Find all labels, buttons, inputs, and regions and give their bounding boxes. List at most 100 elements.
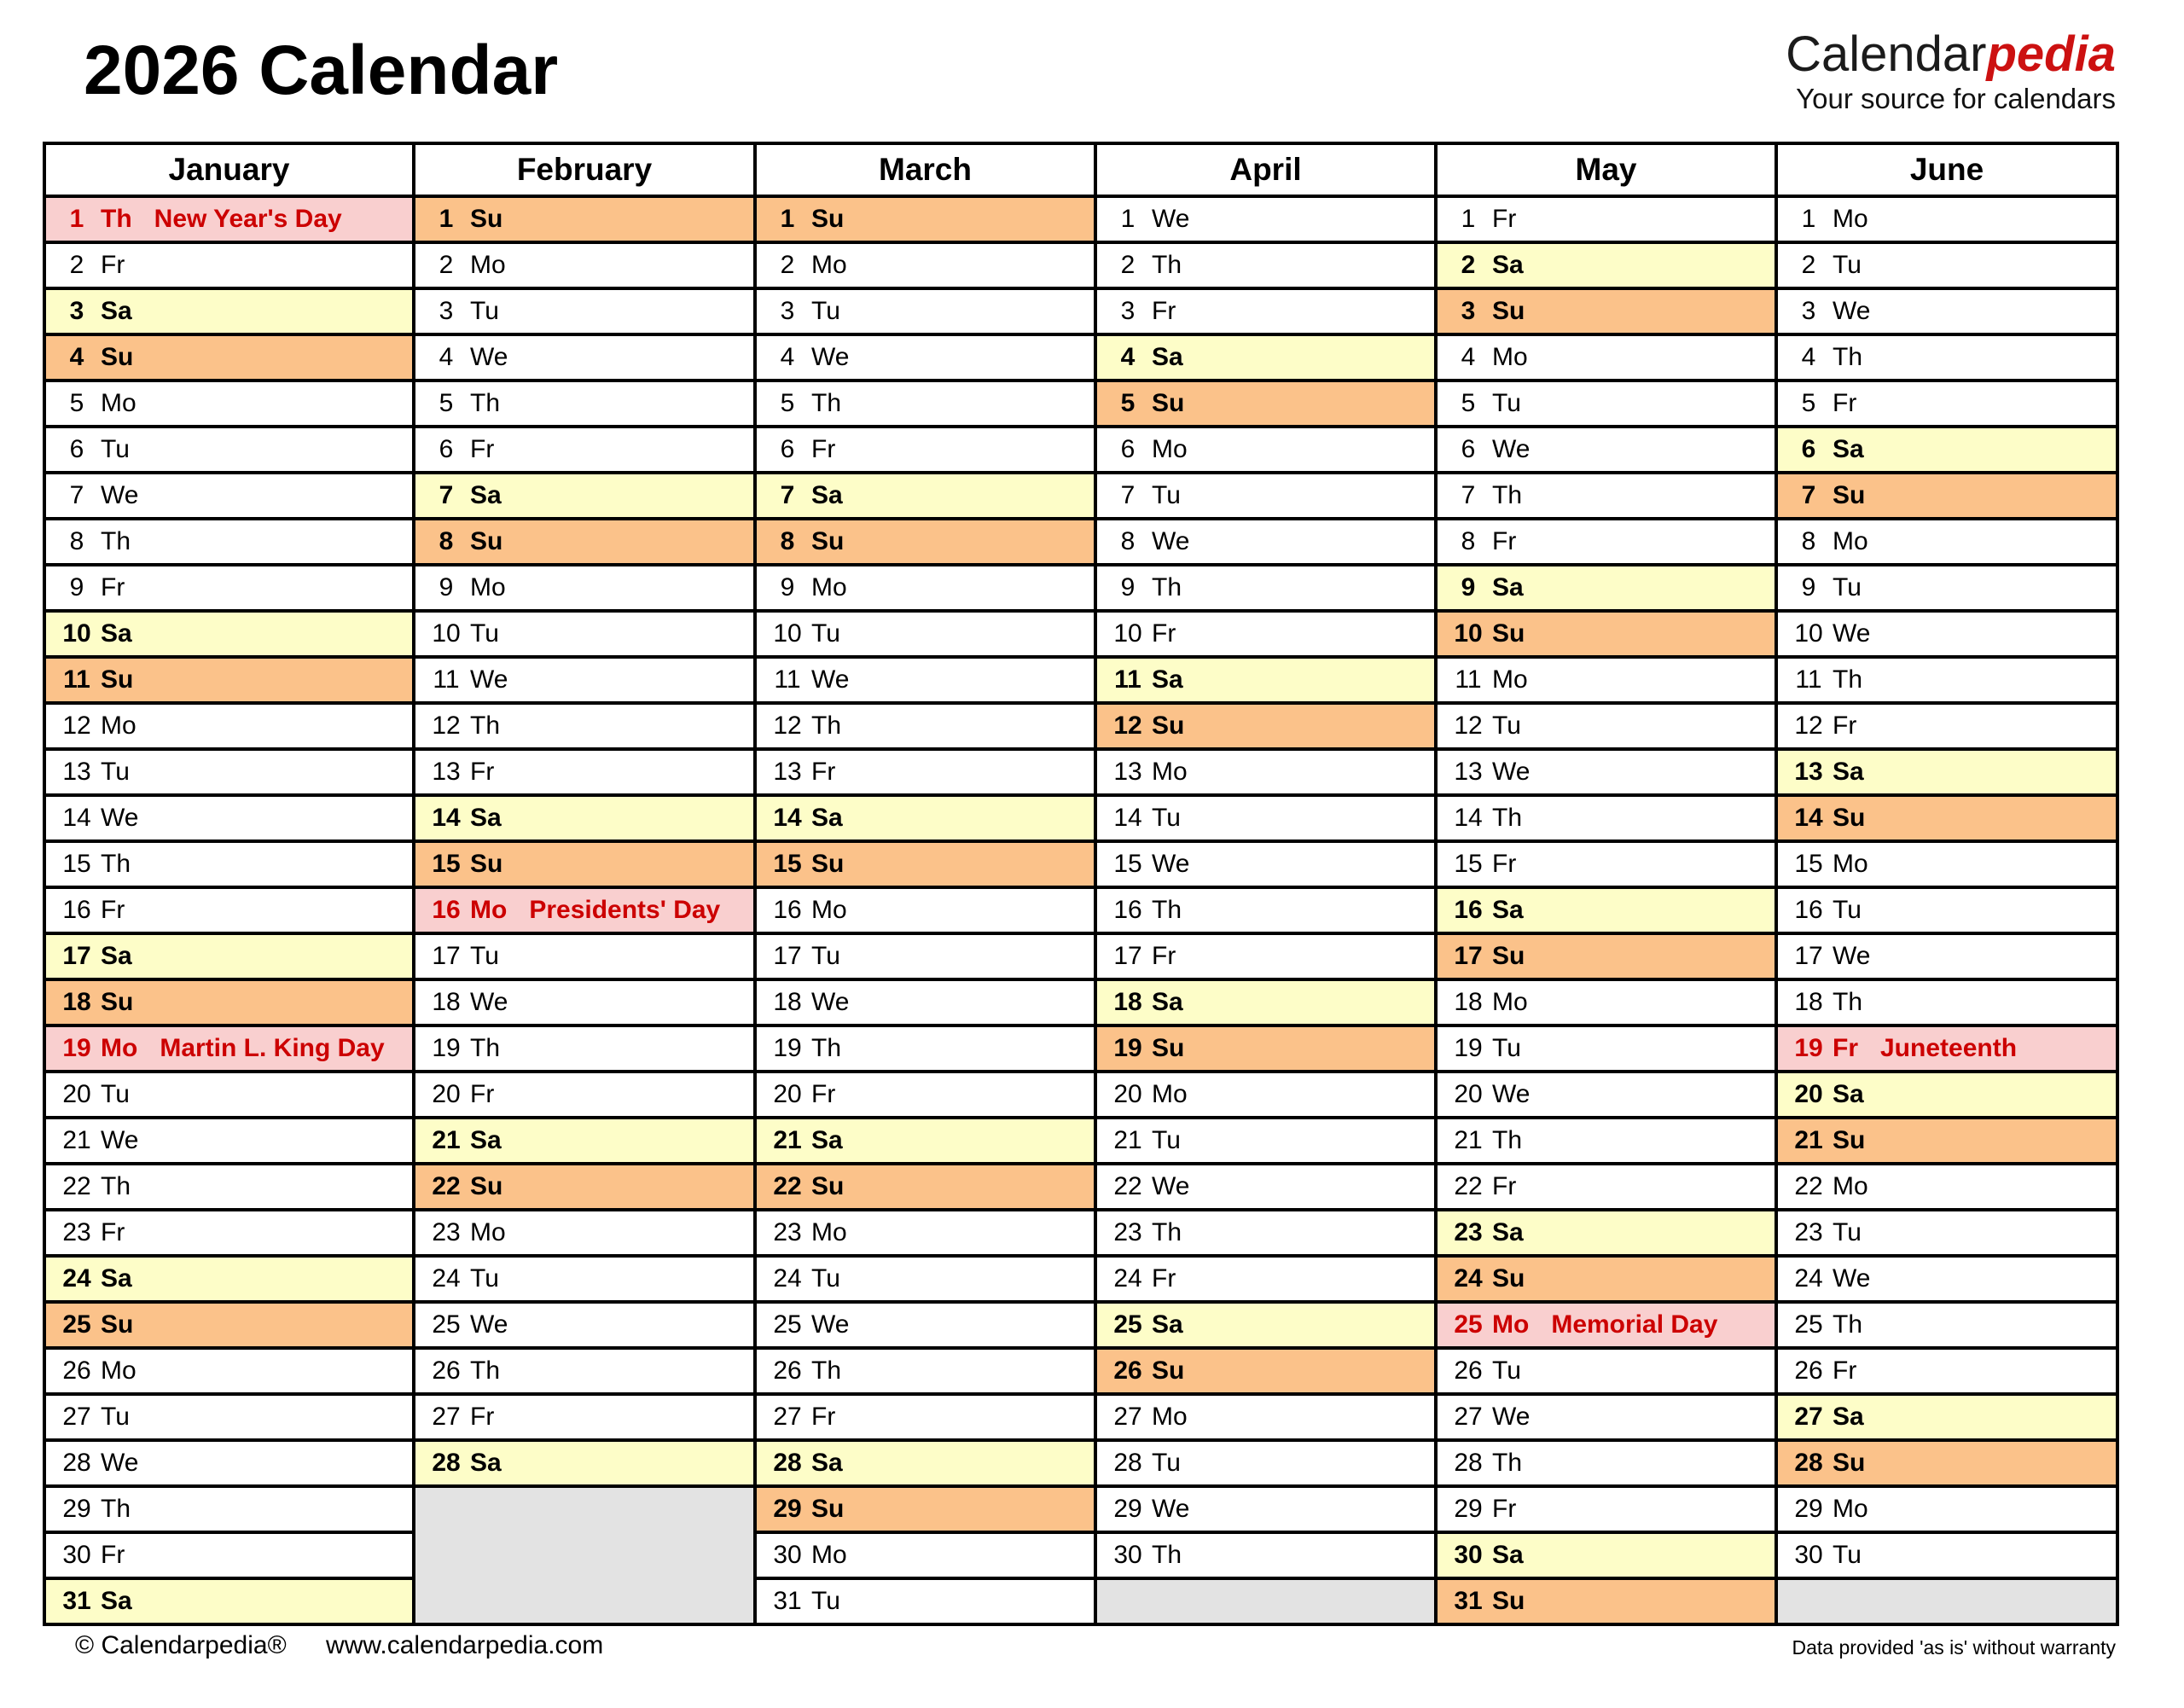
day-cell: 16 Th: [1094, 886, 1438, 935]
day-cell: 14 We: [43, 793, 415, 843]
calendar-row: 8 Th 8 Su 8 Su 8 We 8 Fr 8 Mo: [43, 517, 2119, 566]
day-cell: 28 Th: [1434, 1438, 1778, 1488]
day-number: 16: [1794, 896, 1823, 924]
page-title: 2026 Calendar: [84, 32, 559, 109]
day-cell: 2 Tu: [1774, 241, 2119, 290]
day-number: 8: [69, 527, 84, 555]
day-cell: 21 We: [43, 1116, 415, 1165]
weekday-abbr: Fr: [1833, 1034, 1858, 1062]
day-cell: 1 Th New Year's Day: [43, 195, 415, 244]
day-cell: 28 Sa: [753, 1438, 1097, 1488]
weekday-abbr: Sa: [1833, 758, 1864, 786]
calendar-row: 13 Tu 13 Fr 13 Fr 13 Mo 13 We 13 Sa: [43, 747, 2119, 797]
day-cell: 26 Th: [412, 1346, 757, 1396]
day-cell: 6 We: [1434, 425, 1778, 474]
day-number: 4: [780, 343, 795, 371]
day-number: 25: [432, 1310, 461, 1339]
day-number: 19: [62, 1034, 91, 1062]
weekday-abbr: We: [1492, 435, 1531, 463]
weekday-abbr: Mo: [1833, 1495, 1868, 1523]
weekday-abbr: Fr: [1833, 1357, 1857, 1385]
day-cell: 8 Su: [753, 517, 1097, 566]
month-header-march: March: [753, 142, 1097, 198]
day-cell: 15 Su: [753, 839, 1097, 889]
day-number: 14: [1794, 804, 1823, 832]
day-cell: 6 Fr: [753, 425, 1097, 474]
day-number: 28: [773, 1449, 802, 1477]
day-number: 21: [62, 1126, 91, 1154]
weekday-abbr: We: [1833, 619, 1871, 648]
calendar-row: 23 Fr 23 Mo 23 Mo 23 Th 23 Sa 23 Tu: [43, 1208, 2119, 1258]
weekday-abbr: Th: [1833, 988, 1863, 1016]
weekday-abbr: Mo: [470, 251, 506, 279]
day-cell: 24 We: [1774, 1254, 2119, 1304]
weekday-abbr: Th: [470, 1357, 501, 1385]
weekday-abbr: We: [470, 1310, 508, 1339]
weekday-abbr: Fr: [470, 758, 495, 786]
day-cell: 27 Tu: [43, 1392, 415, 1442]
weekday-abbr: Sa: [470, 1449, 502, 1477]
day-number: 9: [1461, 573, 1476, 601]
day-number: 6: [69, 435, 84, 463]
day-number: 13: [1794, 758, 1823, 786]
weekday-abbr: Fr: [1833, 712, 1857, 740]
weekday-abbr: Th: [1492, 1449, 1523, 1477]
day-cell: 8 Fr: [1434, 517, 1778, 566]
day-cell: 24 Tu: [412, 1254, 757, 1304]
day-cell: 10 Tu: [753, 609, 1097, 659]
weekday-abbr: We: [101, 1126, 139, 1154]
weekday-abbr: Fr: [101, 251, 125, 279]
weekday-abbr: Sa: [1152, 988, 1183, 1016]
calendar-row: 29 Th 29 Su 29 We 29 Fr 29 Mo: [43, 1484, 2119, 1626]
weekday-abbr: Su: [1492, 1587, 1525, 1615]
weekday-abbr: Th: [470, 1034, 501, 1062]
weekday-abbr: Su: [470, 527, 503, 555]
weekday-abbr: Fr: [101, 1218, 125, 1246]
day-number: 30: [773, 1541, 802, 1569]
calendarpedia-logo: Calendarpedia Your source for calendars: [1786, 28, 2116, 115]
day-cell: 23 Fr: [43, 1208, 415, 1258]
day-number: 20: [1454, 1080, 1483, 1108]
calendar-table: January February March April May June 1 Th New …: [43, 142, 2119, 1626]
day-number: 3: [69, 297, 84, 325]
weekday-abbr: Fr: [1152, 942, 1176, 970]
day-cell: 31 Tu: [753, 1577, 1097, 1626]
day-number: 24: [1454, 1264, 1483, 1293]
day-number: 12: [1113, 712, 1142, 740]
logo-tagline: Your source for calendars: [1796, 82, 2116, 114]
weekday-abbr: Mo: [470, 573, 506, 601]
day-cell: 26 Th: [753, 1346, 1097, 1396]
weekday-abbr: Mo: [1833, 527, 1868, 555]
day-cell: 17 Su: [1434, 932, 1778, 981]
day-cell: 25 Su: [43, 1300, 415, 1350]
calendar-row: 14 We 14 Sa 14 Sa 14 Tu 14 Th 14 Su: [43, 793, 2119, 843]
day-number: 6: [1801, 435, 1816, 463]
weekday-abbr: Fr: [101, 896, 125, 924]
weekday-abbr: Th: [1152, 896, 1182, 924]
day-number: 29: [62, 1495, 91, 1523]
day-cell: 1 Mo: [1774, 195, 2119, 244]
weekday-abbr: Th: [101, 527, 131, 555]
day-cell: 12 Th: [412, 701, 757, 751]
day-number: 21: [432, 1126, 461, 1154]
day-number: 3: [1120, 297, 1136, 325]
day-cell: 15 Su: [412, 839, 757, 889]
day-number: 5: [780, 389, 795, 417]
day-cell: 21 Sa: [753, 1116, 1097, 1165]
day-number: 19: [1113, 1034, 1142, 1062]
calendar-row: 20 Tu 20 Fr 20 Fr 20 Mo 20 We 20 Sa: [43, 1070, 2119, 1119]
weekday-abbr: We: [1492, 1080, 1531, 1108]
day-cell: 24 Tu: [753, 1254, 1097, 1304]
weekday-abbr: Sa: [470, 1126, 502, 1154]
day-cell: 27 Sa: [1774, 1392, 2119, 1442]
day-cell: 19 Fr Juneteenth: [1774, 1024, 2119, 1073]
day-cell: 16 Tu: [1774, 886, 2119, 935]
weekday-abbr: Tu: [1492, 1357, 1521, 1385]
day-cell: 15 Mo: [1774, 839, 2119, 889]
weekday-abbr: Tu: [1833, 1218, 1862, 1246]
calendar-row: 9 Fr 9 Mo 9 Mo 9 Th 9 Sa 9 Tu: [43, 563, 2119, 613]
day-cell: 29 We: [1094, 1484, 1438, 1534]
weekday-abbr: Sa: [101, 297, 132, 325]
day-number: 2: [439, 251, 454, 279]
weekday-abbr: Mo: [101, 1034, 138, 1062]
